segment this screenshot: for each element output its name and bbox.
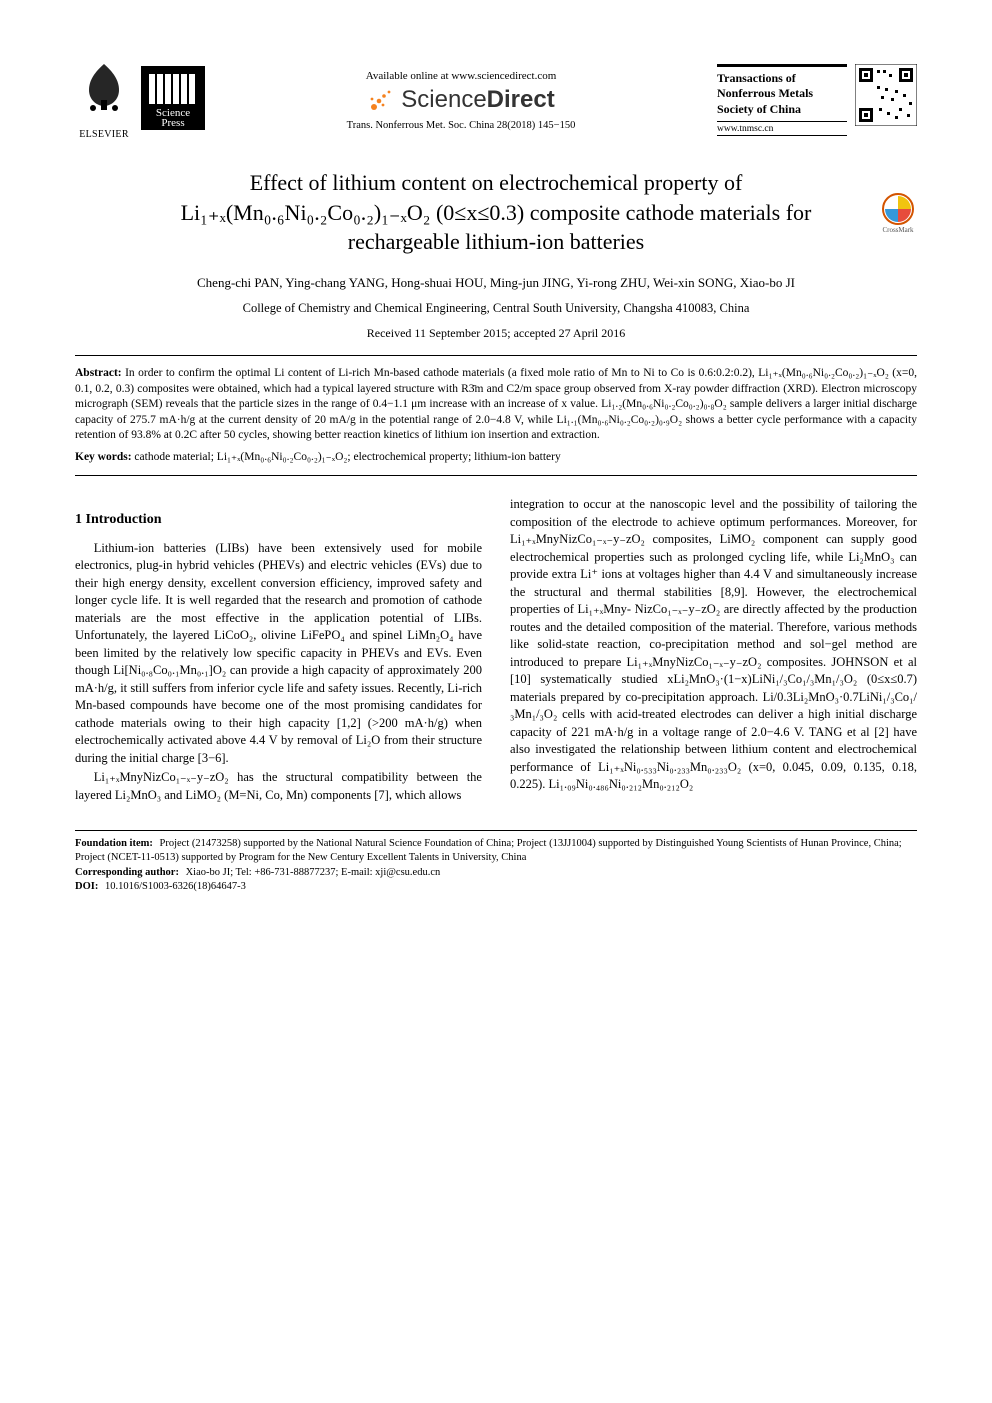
article-title-area: Effect of lithium content on electrochem… (75, 168, 917, 257)
left-column: 1 Introduction Lithium-ion batteries (LI… (75, 496, 482, 806)
sp-icon: Science Press (141, 66, 205, 130)
sciencedirect-text: ScienceDirect (401, 86, 554, 114)
foundation-text: Project (21473258) supported by the Nati… (75, 838, 902, 863)
keywords-label: Key words: (75, 451, 132, 463)
article-title: Effect of lithium content on electrochem… (75, 168, 917, 257)
doi-label: DOI: (75, 881, 98, 892)
sp-press-text: Press (161, 117, 184, 129)
title-line-2: Li₁₊ₓ(Mn₀.₆Ni₀.₂Co₀.₂)₁₋ₓO₂ (0≤x≤0.3) co… (181, 200, 812, 225)
sd-bold: Direct (487, 86, 555, 113)
doi-text: 10.1016/S1003-6326(18)64647-3 (105, 881, 246, 892)
journal-header: ELSEVIER Science Press Available online … (75, 60, 917, 140)
left-para-1: Lithium-ion batteries (LIBs) have been e… (75, 540, 482, 768)
journal-line3: Society of China (717, 102, 847, 118)
affiliation-line: College of Chemistry and Chemical Engine… (75, 301, 917, 316)
crossmark-badge[interactable]: CrossMark (879, 192, 917, 234)
left-logos: ELSEVIER Science Press (75, 60, 205, 140)
crossmark-label: CrossMark (879, 226, 917, 234)
journal-line1: Transactions of (717, 71, 847, 87)
qr-code-icon (855, 64, 917, 126)
right-column: integration to occur at the nanoscopic l… (510, 496, 917, 806)
doi-row: DOI: 10.1016/S1003-6326(18)64647-3 (75, 880, 917, 894)
keywords-text: cathode material; Li₁₊ₓ(Mn₀.₆Ni₀.₂Co₀.₂)… (134, 451, 560, 463)
abstract-text: In order to confirm the optimal Li conte… (75, 367, 917, 441)
foundation-row: Foundation item: Project (21473258) supp… (75, 837, 917, 865)
sciencedirect-brand: ScienceDirect (217, 86, 705, 114)
journal-title-box: Transactions of Nonferrous Metals Societ… (717, 64, 847, 137)
sciencedirect-icon (367, 86, 395, 114)
abstract-block: Abstract: In order to confirm the optima… (75, 355, 917, 476)
foundation-label: Foundation item: (75, 838, 153, 849)
left-para-2: Li₁₊ₓMnyNizCo₁₋ₓ₋y₋zO₂ has the structura… (75, 769, 482, 804)
available-online-text: Available online at www.sciencedirect.co… (217, 70, 705, 82)
science-press-logo: Science Press (141, 66, 205, 135)
elsevier-logo: ELSEVIER (75, 60, 133, 140)
received-line: Received 11 September 2015; accepted 27 … (75, 326, 917, 341)
body-columns: 1 Introduction Lithium-ion batteries (LI… (75, 496, 917, 806)
header-center: Available online at www.sciencedirect.co… (217, 70, 705, 131)
journal-line2: Nonferrous Metals (717, 86, 847, 102)
right-para-1: integration to occur at the nanoscopic l… (510, 496, 917, 794)
header-right: Transactions of Nonferrous Metals Societ… (717, 64, 917, 137)
title-line-1: Effect of lithium content on electrochem… (250, 170, 743, 195)
corresponding-text: Xiao-bo JI; Tel: +86-731-88877237; E-mai… (186, 867, 441, 878)
elsevier-label: ELSEVIER (75, 129, 133, 140)
footer-block: Foundation item: Project (21473258) supp… (75, 830, 917, 894)
abstract-body: Abstract: In order to confirm the optima… (75, 366, 917, 444)
abstract-label: Abstract: (75, 367, 122, 379)
crossmark-icon (881, 192, 915, 226)
authors-line: Cheng-chi PAN, Ying-chang YANG, Hong-shu… (75, 275, 917, 291)
corresponding-label: Corresponding author: (75, 867, 179, 878)
corresponding-row: Corresponding author: Xiao-bo JI; Tel: +… (75, 866, 917, 880)
sd-light: Science (401, 86, 486, 113)
citation-line: Trans. Nonferrous Met. Soc. China 28(201… (217, 120, 705, 131)
keywords-line: Key words: cathode material; Li₁₊ₓ(Mn₀.₆… (75, 450, 917, 466)
title-line-3: rechargeable lithium-ion batteries (348, 229, 644, 254)
section-heading: 1 Introduction (75, 510, 482, 530)
elsevier-tree-icon (75, 60, 133, 124)
journal-url: www.tnmsc.cn (717, 124, 847, 136)
